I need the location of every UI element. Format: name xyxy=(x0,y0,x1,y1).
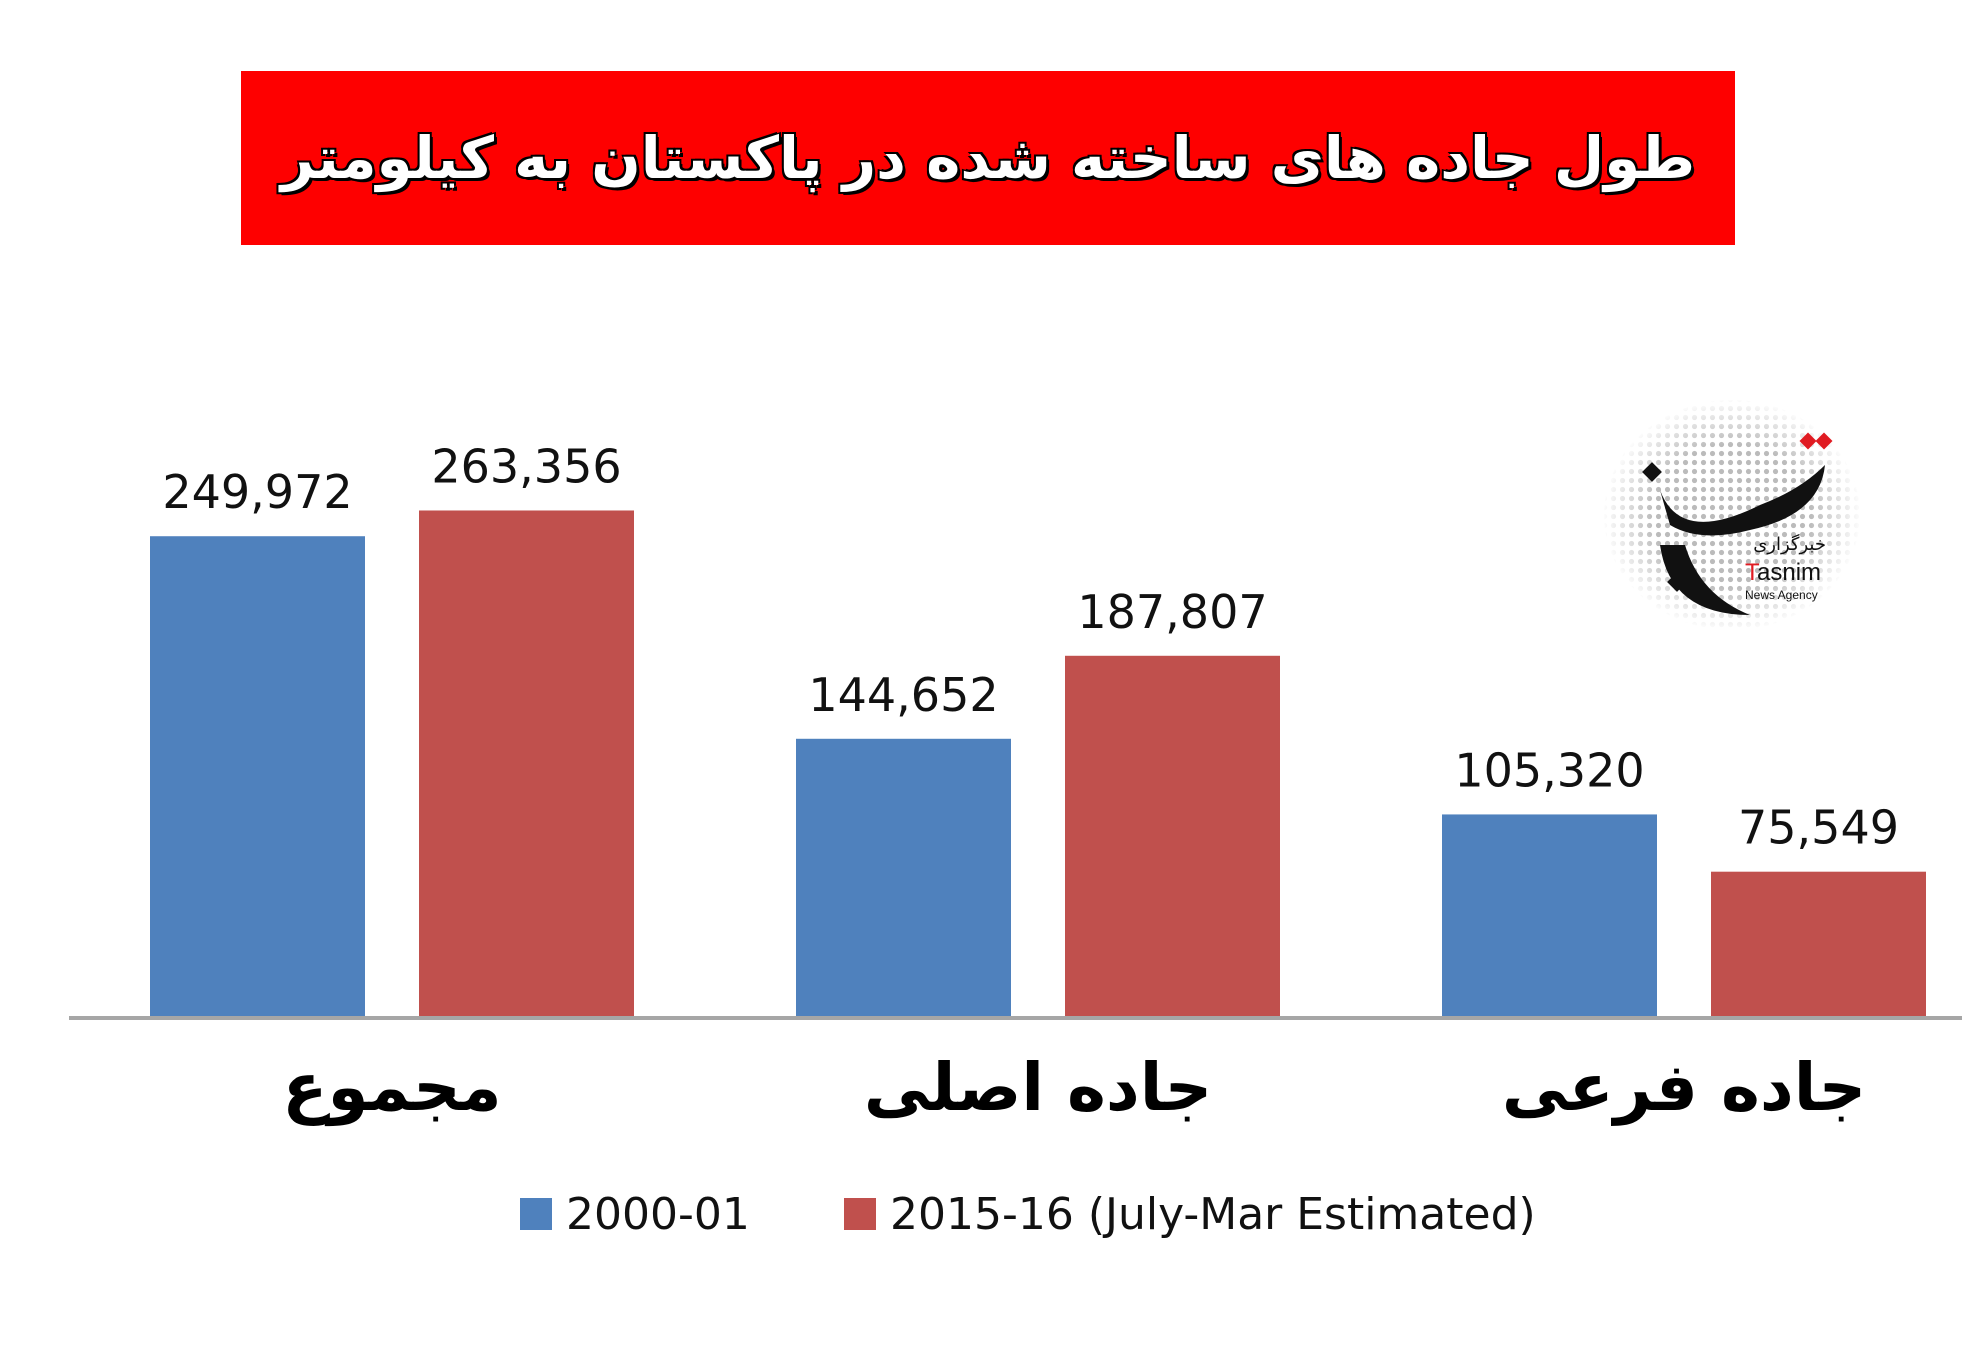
legend-swatch xyxy=(520,1198,552,1230)
title-banner: طول جاده های ساخته شده در پاکستان به کیل… xyxy=(241,71,1735,245)
data-label: 263,356 xyxy=(431,439,621,493)
svg-text:News Agency: News Agency xyxy=(1745,588,1818,602)
chart-title: طول جاده های ساخته شده در پاکستان به کیل… xyxy=(280,124,1696,192)
legend-label: 2015-16 (July-Mar Estimated) xyxy=(890,1189,1536,1240)
svg-text:خبرگزاری: خبرگزاری xyxy=(1753,533,1826,555)
data-label: 187,807 xyxy=(1077,585,1267,639)
data-label: 105,320 xyxy=(1454,743,1644,797)
tasnim-logo: خبرگزاری Tasnim News Agency xyxy=(1602,398,1862,632)
data-label: 144,652 xyxy=(808,668,998,722)
category-label: مجموع xyxy=(282,1049,501,1127)
legend-label: 2000-01 xyxy=(566,1189,750,1240)
data-label: 75,549 xyxy=(1738,801,1899,855)
category-label: جاده فرعی xyxy=(1502,1049,1866,1126)
legend-swatch xyxy=(844,1198,876,1230)
bar xyxy=(419,510,634,1017)
bar xyxy=(1711,871,1926,1017)
bar xyxy=(150,536,365,1017)
category-label: جاده اصلی xyxy=(864,1049,1212,1126)
bar xyxy=(1065,655,1280,1017)
bar xyxy=(1442,814,1657,1017)
bar xyxy=(796,738,1011,1017)
data-label: 249,972 xyxy=(162,465,352,519)
svg-text:Tasnim: Tasnim xyxy=(1745,559,1821,586)
